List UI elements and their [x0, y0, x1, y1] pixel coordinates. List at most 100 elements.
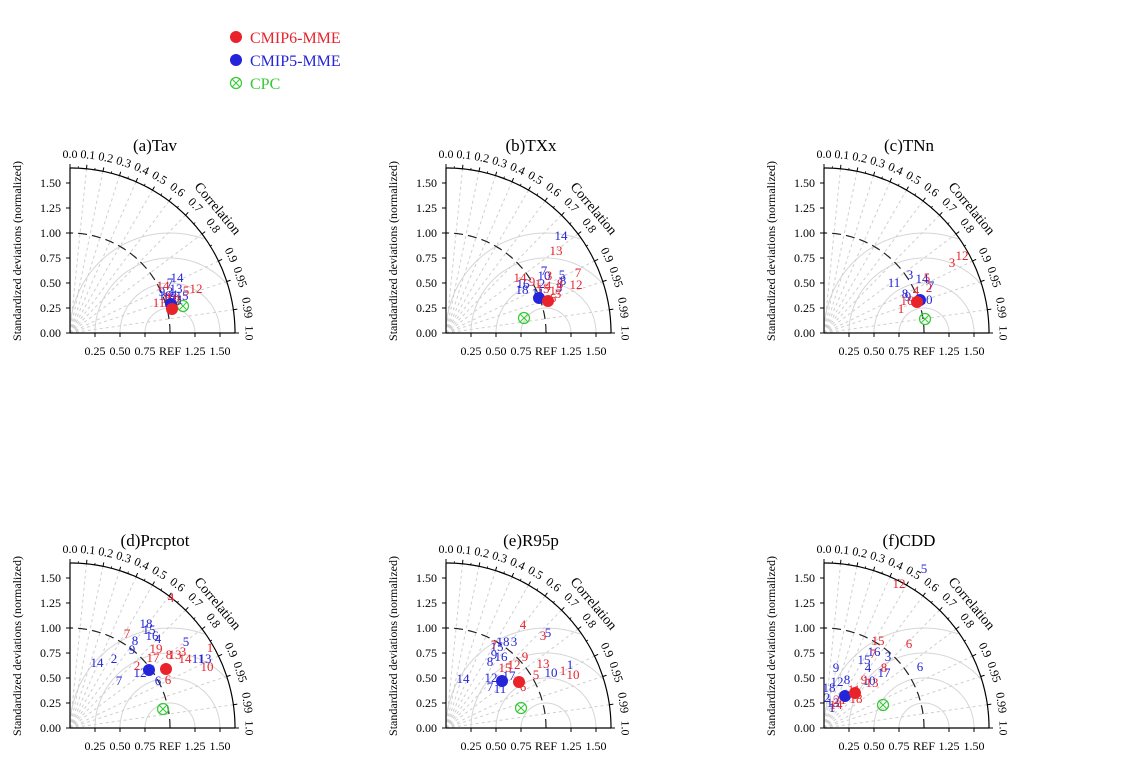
cmip6-model-label: 6 [550, 290, 557, 305]
correlation-tick-label: 0.3 [491, 548, 510, 566]
y-tick-label: 1.50 [40, 571, 61, 585]
ref-label: REF [159, 739, 181, 753]
cmip6-mme-marker [166, 303, 178, 315]
cmip6-mme-marker [513, 676, 525, 688]
y-tick-label: 0.25 [794, 696, 815, 710]
rms-arcs [445, 627, 604, 729]
rms-arc [144, 702, 196, 728]
legend-marker [230, 31, 242, 43]
y-tick-label: 1.25 [416, 201, 437, 215]
y-tick-label: 1.50 [416, 571, 437, 585]
cmip5-model-label: 12 [831, 674, 844, 689]
rms-arc [898, 307, 950, 333]
correlation-tick-label: 0.0 [63, 147, 78, 161]
cmip6-model-label: 1 [535, 276, 542, 291]
cmip6-model-label: 14 [514, 270, 528, 285]
y-tick-label: 1.00 [416, 226, 437, 240]
cmip5-mme-marker [496, 675, 508, 687]
y-tick-label: 1.25 [794, 201, 815, 215]
cmip5-model-label: 7 [167, 275, 174, 290]
outer-arc [70, 562, 236, 728]
rms-arc [445, 627, 581, 729]
correlation-tick-label: 0.0 [817, 147, 832, 161]
x-tick-label: 0.50 [486, 344, 507, 358]
y-tick-label: 1.50 [40, 176, 61, 190]
cmip6-model-label: 2 [174, 293, 181, 308]
y-tick-label: 0.75 [416, 251, 437, 265]
panel-title: (a)Tav [133, 136, 178, 155]
rms-arcs [69, 232, 228, 334]
correlation-tick-label: 0.6 [921, 574, 941, 594]
correlation-tick-label: 0.0 [439, 147, 454, 161]
outer-arc [824, 167, 990, 333]
rms-arc [119, 282, 221, 333]
cmip5-model-label: 15 [858, 652, 871, 667]
correlation-tick-label: 0.2 [97, 544, 114, 561]
cmip6-model-label: 8 [557, 276, 564, 291]
rms-arc [495, 677, 597, 728]
x-tick-label: 0.50 [110, 739, 131, 753]
y-tick-label: 1.50 [794, 176, 815, 190]
cmip6-model-label: 5 [533, 667, 540, 682]
cmip5-model-label: 13 [199, 651, 212, 666]
cmip5-model-label: 9 [159, 284, 166, 299]
cmip5-model-label: 1 [567, 657, 574, 672]
cmip5-model-label: 9 [129, 642, 136, 657]
correlation-tick-label: 0.1 [834, 147, 850, 162]
correlation-tick-label: 1.0 [242, 721, 256, 736]
cmip5-model-label: 8 [902, 286, 909, 301]
y-tick-label: 0.75 [794, 646, 815, 660]
correlation-tick-label: 0.1 [80, 147, 96, 162]
cpc-marker [156, 702, 170, 716]
correlation-tick-label: 0.9 [222, 245, 241, 265]
taylor-panel-4: 0.000.250.500.751.001.251.500.25 0.50 0.75… [10, 531, 256, 753]
correlation-tick-label: 0.9 [976, 640, 995, 660]
legend-marker [230, 54, 242, 66]
y-tick-label: 0.00 [40, 721, 61, 735]
rms-arc [495, 282, 597, 333]
cmip5-mme-marker [143, 664, 155, 676]
x-tick-label: 0.75 [135, 344, 156, 358]
cmip5-model-label: 9 [833, 660, 840, 675]
cmip6-model-label: 4 [168, 590, 175, 605]
cmip6-model-label: 19 [150, 641, 163, 656]
cmip6-model-label: 12 [956, 248, 969, 263]
taylor-panel-6: 0.000.250.500.751.001.251.500.25 0.50 0.75… [764, 531, 1010, 753]
correlation-tick-label: 0.99 [615, 296, 632, 319]
cmip6-model-label: 14 [179, 651, 193, 666]
cmip6-model-label: 12 [893, 576, 906, 591]
cmip5-model-label: 16 [495, 649, 509, 664]
taylor-panel-1: 0.000.250.500.751.001.251.500.25 0.50 0.75… [10, 136, 256, 358]
cmip6-model-label: 13 [550, 243, 563, 258]
cmip5-model-label: 2 [111, 651, 118, 666]
correlation-tick-label: 0.95 [230, 265, 250, 289]
cmip5-model-label: 1 [829, 700, 836, 715]
cmip5-model-label: 18 [140, 616, 153, 631]
cmip6-model-label: 12 [570, 277, 583, 292]
correlation-tick-label: 0.0 [63, 542, 78, 556]
y-axis-label: Standardized deviations (normalized) [764, 556, 778, 736]
correlation-tick-label: 0.6 [167, 179, 187, 199]
correlation-tick-label: 0.9 [598, 640, 617, 660]
cmip6-model-label: 12 [190, 281, 203, 296]
y-tick-label: 0.75 [40, 251, 61, 265]
x-tick-label: 1.50 [210, 344, 231, 358]
cmip6-model-label: 13 [537, 656, 550, 671]
cmip5-model-label: 15 [176, 288, 189, 303]
x-tick-label: 0.25 [461, 344, 482, 358]
rms-arc [470, 652, 604, 728]
cpc-marker [514, 701, 528, 715]
panel-title: (c)TNn [884, 136, 935, 155]
rms-arc [470, 257, 604, 333]
cmip6-model-label: 10 [201, 659, 214, 674]
cmip6-mme-marker [911, 296, 923, 308]
x-tick-label: 1.25 [939, 344, 960, 358]
y-axis-label: Standardized deviations (normalized) [386, 556, 400, 736]
correlation-tick-label: 0.5 [150, 168, 170, 188]
rms-arc [520, 702, 572, 728]
y-tick-label: 1.50 [794, 571, 815, 585]
correlation-tick-label: 0.6 [921, 179, 941, 199]
y-tick-label: 0.25 [794, 301, 815, 315]
cmip5-model-label: 7 [928, 278, 935, 293]
correlation-ray [823, 309, 988, 334]
